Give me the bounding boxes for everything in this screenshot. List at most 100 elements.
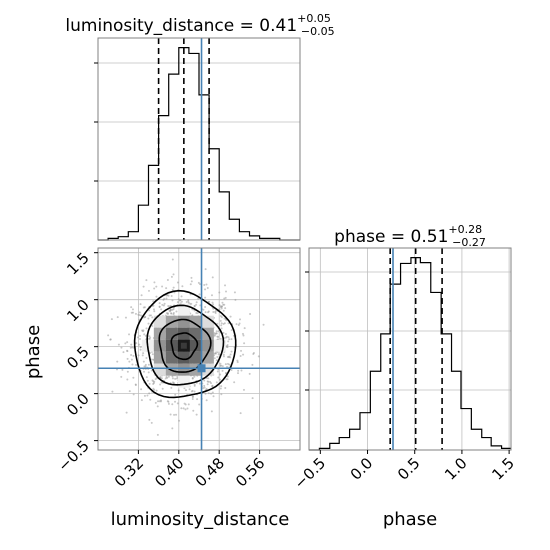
sample-point bbox=[168, 309, 171, 312]
sample-point bbox=[167, 402, 170, 405]
sample-point bbox=[165, 287, 168, 290]
sample-point bbox=[124, 342, 127, 345]
sample-point bbox=[218, 308, 221, 311]
sample-point bbox=[140, 294, 143, 297]
sample-point bbox=[215, 381, 218, 384]
sample-point bbox=[138, 343, 141, 346]
sample-point bbox=[243, 327, 246, 330]
sample-point bbox=[218, 304, 221, 307]
sample-point bbox=[218, 291, 221, 294]
sample-point bbox=[151, 379, 154, 382]
x-tick-label-phase: 0.0 bbox=[347, 454, 377, 484]
sample-point bbox=[138, 314, 141, 317]
sample-point bbox=[195, 413, 198, 416]
sample-point bbox=[183, 387, 186, 390]
sample-point bbox=[230, 350, 233, 353]
sample-point bbox=[225, 335, 228, 338]
sample-point bbox=[211, 391, 214, 394]
sample-point bbox=[170, 312, 173, 315]
sample-point bbox=[172, 286, 175, 289]
sample-point bbox=[139, 334, 142, 337]
sample-point bbox=[204, 306, 207, 309]
density-cell bbox=[189, 327, 202, 340]
sample-point bbox=[138, 337, 141, 340]
sample-point bbox=[242, 334, 245, 337]
density-cell bbox=[201, 339, 214, 352]
sample-point bbox=[210, 392, 213, 395]
sample-point bbox=[137, 354, 140, 357]
sample-point bbox=[225, 319, 228, 322]
sample-point bbox=[215, 332, 218, 335]
sample-point bbox=[153, 380, 156, 383]
density-cell bbox=[177, 351, 190, 364]
sample-point bbox=[161, 303, 164, 306]
sample-point bbox=[148, 382, 151, 385]
axes-frame bbox=[97, 247, 301, 451]
sample-point bbox=[199, 283, 202, 286]
sample-point bbox=[147, 322, 150, 325]
sample-point bbox=[176, 301, 179, 304]
sample-point bbox=[219, 362, 222, 365]
sample-point bbox=[252, 352, 255, 355]
sample-point bbox=[128, 333, 131, 336]
sample-point bbox=[203, 379, 206, 382]
sample-point bbox=[208, 300, 211, 303]
density-cell bbox=[177, 315, 190, 328]
sample-point bbox=[120, 375, 123, 378]
sample-point bbox=[193, 384, 196, 387]
sample-point bbox=[198, 293, 201, 296]
sample-point bbox=[237, 369, 240, 372]
sample-point bbox=[192, 409, 195, 412]
y-tick-label-phase: −0.5 bbox=[54, 437, 92, 475]
sample-point bbox=[198, 382, 201, 385]
sample-point bbox=[160, 308, 163, 311]
sample-point bbox=[126, 370, 129, 373]
sample-point bbox=[222, 331, 225, 334]
sample-point bbox=[145, 279, 148, 282]
panel-phase-marginal: phase = 0.51+0.28 −0.27 −0.5 0.0 0.5 1.0 1.5 bbox=[291, 223, 518, 493]
sample-point bbox=[241, 332, 244, 335]
sample-point bbox=[213, 352, 216, 355]
sample-point bbox=[184, 389, 187, 392]
sample-point bbox=[213, 357, 216, 360]
sample-point bbox=[227, 322, 230, 325]
sample-point bbox=[166, 313, 169, 316]
sample-point bbox=[239, 355, 242, 358]
sample-point bbox=[217, 353, 220, 356]
sample-point bbox=[167, 305, 170, 308]
sample-point bbox=[216, 370, 219, 373]
sample-point bbox=[220, 324, 223, 327]
sample-point bbox=[130, 306, 133, 309]
sample-point bbox=[217, 330, 220, 333]
sample-point bbox=[233, 291, 236, 294]
sample-point bbox=[139, 348, 142, 351]
density-cell bbox=[165, 327, 178, 340]
sample-point bbox=[191, 396, 194, 399]
x-axis-label-phase: phase bbox=[383, 509, 437, 530]
sample-point bbox=[221, 301, 224, 304]
sample-point bbox=[212, 395, 215, 398]
sample-point bbox=[175, 310, 178, 313]
sample-point bbox=[238, 322, 241, 325]
density-cell bbox=[201, 351, 214, 364]
sample-point bbox=[181, 285, 184, 288]
sample-point bbox=[150, 421, 153, 424]
y-tick-label-phase: 1.5 bbox=[63, 249, 93, 279]
marginal-plot-luminosity-distance bbox=[94, 37, 301, 241]
density-cell bbox=[153, 315, 166, 328]
sample-point bbox=[204, 311, 207, 314]
sample-point bbox=[140, 388, 143, 391]
sample-point bbox=[214, 309, 217, 312]
sample-point bbox=[152, 300, 155, 303]
sample-point bbox=[193, 375, 196, 378]
joint-plot-luminosity-distance-phase: 0.32 0.40 0.48 0.56 −0.5 0.0 0.5 1.0 1.5 bbox=[54, 247, 301, 490]
sample-point bbox=[138, 311, 141, 314]
sample-point bbox=[207, 380, 210, 383]
sample-point bbox=[146, 394, 149, 397]
sample-point bbox=[142, 329, 145, 332]
sample-point bbox=[233, 381, 236, 384]
sample-point bbox=[215, 330, 218, 333]
truth-marker bbox=[197, 364, 206, 373]
sample-point bbox=[132, 354, 135, 357]
sample-point bbox=[234, 298, 237, 301]
